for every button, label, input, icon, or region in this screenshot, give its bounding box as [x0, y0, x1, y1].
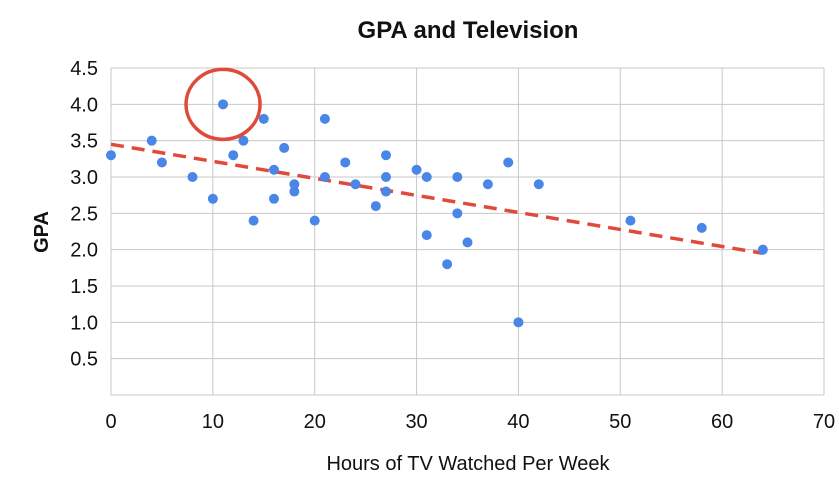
- y-tick-label: 3.5: [70, 131, 98, 153]
- data-point: [207, 193, 218, 204]
- trendline: [110, 142, 764, 256]
- data-point: [696, 222, 707, 233]
- data-point: [421, 230, 432, 241]
- highlight-group: [184, 67, 262, 142]
- x-tick-label: 40: [507, 411, 529, 433]
- data-point: [156, 157, 167, 168]
- data-point: [289, 186, 300, 197]
- data-point: [258, 113, 269, 124]
- y-tick-label: 4.5: [70, 58, 98, 80]
- data-point: [381, 186, 392, 197]
- data-point: [503, 157, 514, 168]
- data-point: [442, 259, 453, 270]
- data-point: [268, 193, 279, 204]
- x-tick-label: 30: [405, 411, 427, 433]
- x-tick-label: 0: [105, 411, 116, 433]
- data-point: [625, 215, 636, 226]
- y-tick-label: 0.5: [70, 349, 98, 371]
- x-tick-label: 70: [813, 411, 835, 433]
- data-point: [462, 237, 473, 248]
- data-point: [533, 179, 544, 190]
- data-point: [452, 208, 463, 219]
- data-point: [319, 172, 330, 182]
- data-point: [370, 201, 381, 212]
- x-axis-label: Hours of TV Watched Per Week: [326, 453, 610, 475]
- data-point: [757, 244, 768, 255]
- data-point: [350, 179, 361, 190]
- x-tick-label: 10: [202, 411, 224, 433]
- y-tick-label: 2.5: [70, 203, 98, 225]
- data-point: [187, 172, 198, 182]
- data-point: [411, 164, 422, 175]
- y-axis-ticks: 0.5 1.0 1.5 2.0 2.5 3.0 3.5 4.0 4.5: [70, 58, 98, 371]
- x-tick-label: 60: [711, 411, 733, 433]
- data-point: [340, 157, 351, 168]
- data-point: [238, 135, 249, 146]
- highlight-circle: [184, 67, 262, 142]
- data-point: [106, 150, 116, 161]
- y-tick-label: 4.0: [70, 94, 98, 116]
- data-point: [248, 215, 259, 226]
- x-tick-label: 20: [304, 411, 326, 433]
- chart-title: GPA and Television: [358, 17, 579, 44]
- data-point: [289, 179, 300, 190]
- data-point: [319, 113, 330, 124]
- data-point: [146, 135, 157, 146]
- data-point: [228, 150, 239, 161]
- data-point: [381, 150, 392, 161]
- data-point: [279, 142, 290, 153]
- x-axis-ticks: 0 10 20 30 40 50 60 70: [105, 411, 835, 433]
- trendline-group: [110, 142, 764, 256]
- data-point: [513, 317, 524, 328]
- y-tick-label: 3.0: [70, 167, 98, 189]
- points-group: [106, 99, 768, 328]
- data-point: [218, 99, 229, 110]
- data-point: [309, 215, 320, 226]
- y-axis-label: GPA: [31, 211, 53, 253]
- data-point: [381, 172, 392, 182]
- grid-lines: [110, 67, 825, 396]
- y-tick-label: 1.0: [70, 312, 98, 334]
- data-point: [452, 172, 463, 182]
- y-tick-label: 2.0: [70, 240, 98, 262]
- data-point: [482, 179, 493, 190]
- x-tick-label: 50: [609, 411, 631, 433]
- data-point: [421, 172, 432, 182]
- data-point: [268, 164, 279, 175]
- y-tick-label: 1.5: [70, 276, 98, 298]
